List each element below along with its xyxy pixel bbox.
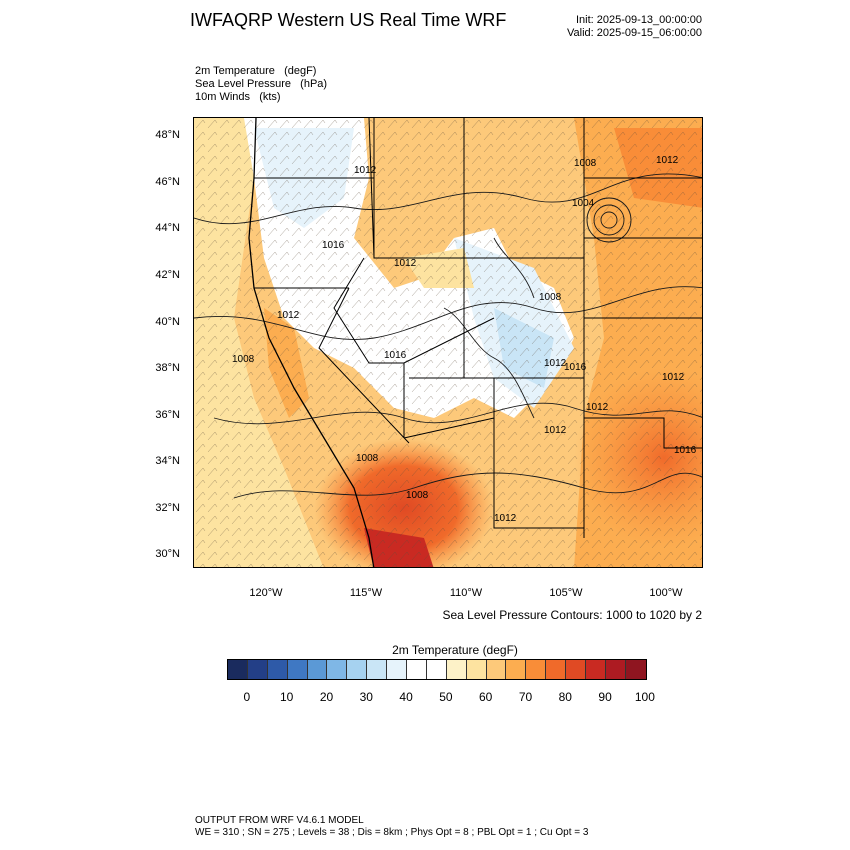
colorbar-cell <box>466 660 487 679</box>
isobar-label: 1016 <box>322 240 345 251</box>
isobar-label: 1012 <box>354 165 377 176</box>
colorbar-cell <box>426 660 447 679</box>
isobar-label: 1012 <box>277 310 300 321</box>
lon-label: 115°W <box>349 587 383 599</box>
isobar-label: 1016 <box>384 350 407 361</box>
isobar-label: 1012 <box>656 155 679 166</box>
isobar-label: 1008 <box>539 292 562 303</box>
colorbar-label: 10 <box>280 690 294 704</box>
colorbar-cell <box>387 660 408 679</box>
forecast-map: 1012 1008 1004 1016 1008 1012 1008 1016 1012 1012… <box>193 117 703 568</box>
colorbar-label: 40 <box>399 690 413 704</box>
isobar-label: 1012 <box>544 425 567 436</box>
colorbar-cell <box>327 660 348 679</box>
colorbar-label: 60 <box>479 690 493 704</box>
colorbar-label: 80 <box>558 690 572 704</box>
colorbar-cell <box>586 660 606 679</box>
colorbar-cell <box>287 660 308 679</box>
colorbar-cell <box>625 660 646 679</box>
field-label-winds: 10m Winds (kts) <box>195 91 281 103</box>
field-label-temperature: 2m Temperature (degF) <box>195 65 317 77</box>
isobar-label: 1012 <box>494 513 517 524</box>
isobar-label: 1012 <box>394 258 417 269</box>
colorbar-label: 100 <box>634 690 655 704</box>
lat-label: 44°N <box>155 222 180 234</box>
colorbar-label: 20 <box>319 690 334 704</box>
lon-label: 120°W <box>249 587 283 599</box>
colorbar-label: 0 <box>243 690 251 704</box>
lat-label: 34°N <box>155 455 180 467</box>
lat-label: 48°N <box>155 129 180 141</box>
isobar-label: 1012 <box>586 402 609 413</box>
model-info: OUTPUT FROM WRF V4.6.1 MODEL <box>195 815 364 826</box>
isobar-label: 1008 <box>232 354 255 365</box>
isobar-label: 1008 <box>356 453 379 464</box>
isobar-label: 1012 <box>544 358 567 369</box>
lat-label: 42°N <box>155 269 180 281</box>
init-time: Init: 2025-09-13_00:00:00 <box>576 14 702 26</box>
isobars <box>194 173 702 499</box>
colorbar-title: 2m Temperature (degF) <box>392 643 518 657</box>
coastline <box>248 118 375 567</box>
lat-label: 36°N <box>155 409 180 421</box>
wind-barbs <box>194 118 702 567</box>
colorbar-cell <box>486 660 507 679</box>
colorbar-cell <box>407 660 427 679</box>
lon-label: 100°W <box>649 587 683 599</box>
isobar-label: 1008 <box>574 158 597 169</box>
colorbar-label: 30 <box>359 690 373 704</box>
colorbar-cell <box>546 660 567 679</box>
colorbar-label: 90 <box>598 690 612 704</box>
valid-time: Valid: 2025-09-15_06:00:00 <box>567 27 702 39</box>
map-title: IWFAQRP Western US Real Time WRF <box>190 10 507 30</box>
lon-label: 105°W <box>549 587 583 599</box>
colorbar-cell <box>228 660 248 679</box>
contour-note: Sea Level Pressure Contours: 1000 to 102… <box>442 608 703 622</box>
lat-label: 38°N <box>155 362 180 374</box>
isobar-label: 1016 <box>564 362 587 373</box>
lat-label: 30°N <box>155 548 180 560</box>
colorbar-cell <box>307 660 328 679</box>
colorbar-cell <box>506 660 527 679</box>
isobar-label: 1016 <box>674 445 697 456</box>
colorbar-label: 70 <box>518 690 533 704</box>
isobar-label: 1008 <box>406 490 429 501</box>
state-borders <box>254 118 702 538</box>
colorbar-label: 50 <box>439 690 453 704</box>
lon-label: 110°W <box>449 587 483 599</box>
colorbar-cell <box>446 660 467 679</box>
colorbar-cell <box>267 660 288 679</box>
isobar-label: 1012 <box>662 372 685 383</box>
colorbar-cell <box>367 660 388 679</box>
lat-label: 46°N <box>155 176 180 188</box>
lat-label: 32°N <box>155 502 180 514</box>
colorbar-cell <box>247 660 268 679</box>
colorbar-cell <box>347 660 368 679</box>
lat-label: 40°N <box>155 316 180 328</box>
colorbar-cell <box>605 660 626 679</box>
isobar-label: 1004 <box>572 198 595 209</box>
model-config: WE = 310 ; SN = 275 ; Levels = 38 ; Dis … <box>195 827 589 838</box>
colorbar-cell <box>566 660 587 679</box>
colorbar <box>227 659 647 680</box>
colorbar-cell <box>526 660 547 679</box>
field-label-pressure: Sea Level Pressure (hPa) <box>195 78 328 90</box>
